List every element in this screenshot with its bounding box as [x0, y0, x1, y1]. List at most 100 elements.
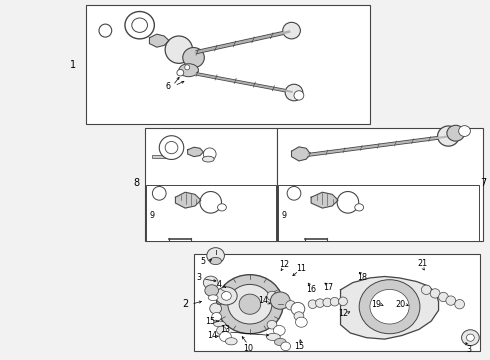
Ellipse shape: [273, 325, 285, 336]
Ellipse shape: [455, 300, 465, 309]
Ellipse shape: [159, 136, 184, 159]
Bar: [146, 185, 276, 241]
Ellipse shape: [208, 295, 218, 301]
Ellipse shape: [294, 312, 304, 320]
Ellipse shape: [330, 297, 339, 306]
Text: 15: 15: [294, 342, 304, 351]
Ellipse shape: [220, 332, 231, 342]
Ellipse shape: [218, 204, 226, 211]
Text: 17: 17: [323, 284, 333, 292]
Text: 3: 3: [467, 345, 472, 354]
Ellipse shape: [179, 64, 198, 77]
Ellipse shape: [370, 289, 409, 324]
Ellipse shape: [283, 22, 300, 39]
Ellipse shape: [225, 338, 237, 345]
Ellipse shape: [200, 192, 221, 213]
Ellipse shape: [267, 333, 280, 341]
Polygon shape: [149, 34, 169, 47]
Text: 10: 10: [243, 343, 253, 353]
Ellipse shape: [446, 296, 456, 305]
Text: 8: 8: [133, 177, 139, 188]
Ellipse shape: [359, 280, 420, 334]
Ellipse shape: [202, 156, 214, 162]
Ellipse shape: [270, 292, 290, 309]
Ellipse shape: [421, 285, 431, 294]
Ellipse shape: [177, 69, 184, 76]
Text: 15: 15: [206, 317, 216, 325]
Ellipse shape: [308, 300, 317, 309]
Text: 13: 13: [220, 325, 230, 334]
Ellipse shape: [447, 125, 465, 141]
Ellipse shape: [316, 299, 324, 307]
Polygon shape: [311, 192, 338, 208]
Ellipse shape: [295, 317, 307, 327]
Text: 1: 1: [70, 60, 75, 70]
Ellipse shape: [459, 126, 470, 136]
Ellipse shape: [152, 186, 166, 200]
Text: 14: 14: [207, 331, 217, 340]
Ellipse shape: [281, 342, 291, 351]
Ellipse shape: [355, 204, 364, 211]
Ellipse shape: [291, 302, 305, 315]
Ellipse shape: [165, 141, 178, 154]
Ellipse shape: [239, 294, 261, 314]
Text: 11: 11: [296, 264, 306, 273]
Ellipse shape: [274, 338, 286, 346]
Ellipse shape: [438, 126, 459, 146]
Text: 5: 5: [201, 257, 206, 266]
Ellipse shape: [125, 12, 154, 39]
Text: 6: 6: [166, 82, 171, 91]
Bar: [86, 5, 370, 124]
Bar: [145, 128, 277, 241]
Ellipse shape: [132, 18, 147, 32]
Ellipse shape: [221, 292, 231, 300]
Ellipse shape: [203, 276, 218, 289]
Ellipse shape: [99, 24, 112, 37]
Ellipse shape: [165, 36, 193, 63]
Text: 20: 20: [396, 300, 406, 309]
Text: 7: 7: [480, 177, 486, 188]
Text: 14: 14: [259, 296, 269, 305]
Bar: [277, 128, 483, 241]
Ellipse shape: [439, 292, 448, 302]
Bar: [152, 155, 171, 158]
Ellipse shape: [185, 65, 190, 70]
Ellipse shape: [203, 148, 216, 160]
Text: 19: 19: [371, 300, 381, 309]
Ellipse shape: [214, 321, 225, 327]
Text: 2: 2: [182, 299, 188, 309]
Text: 16: 16: [306, 285, 316, 294]
Ellipse shape: [205, 285, 219, 296]
Ellipse shape: [462, 330, 479, 346]
Text: 4: 4: [217, 280, 222, 289]
Ellipse shape: [337, 192, 359, 213]
Ellipse shape: [294, 91, 304, 100]
Polygon shape: [292, 147, 310, 161]
Ellipse shape: [466, 334, 474, 341]
Polygon shape: [341, 276, 439, 339]
Ellipse shape: [285, 84, 303, 101]
Text: 3: 3: [196, 274, 201, 282]
Ellipse shape: [287, 186, 301, 200]
Ellipse shape: [267, 320, 277, 329]
Text: 21: 21: [417, 259, 427, 268]
Text: 12: 12: [279, 260, 289, 269]
Bar: [278, 185, 479, 241]
Ellipse shape: [430, 289, 440, 298]
Ellipse shape: [216, 287, 237, 305]
Text: 9: 9: [149, 211, 154, 220]
Text: 9: 9: [282, 211, 287, 220]
Polygon shape: [188, 147, 203, 157]
Ellipse shape: [323, 298, 332, 307]
Ellipse shape: [267, 291, 277, 301]
Bar: [194, 254, 480, 351]
Ellipse shape: [228, 284, 272, 324]
Text: 18: 18: [358, 273, 368, 282]
Polygon shape: [175, 192, 201, 208]
Text: 12: 12: [338, 309, 348, 318]
Ellipse shape: [286, 301, 295, 310]
Ellipse shape: [339, 297, 347, 306]
Ellipse shape: [217, 275, 283, 334]
Ellipse shape: [207, 248, 224, 264]
Ellipse shape: [210, 257, 221, 265]
